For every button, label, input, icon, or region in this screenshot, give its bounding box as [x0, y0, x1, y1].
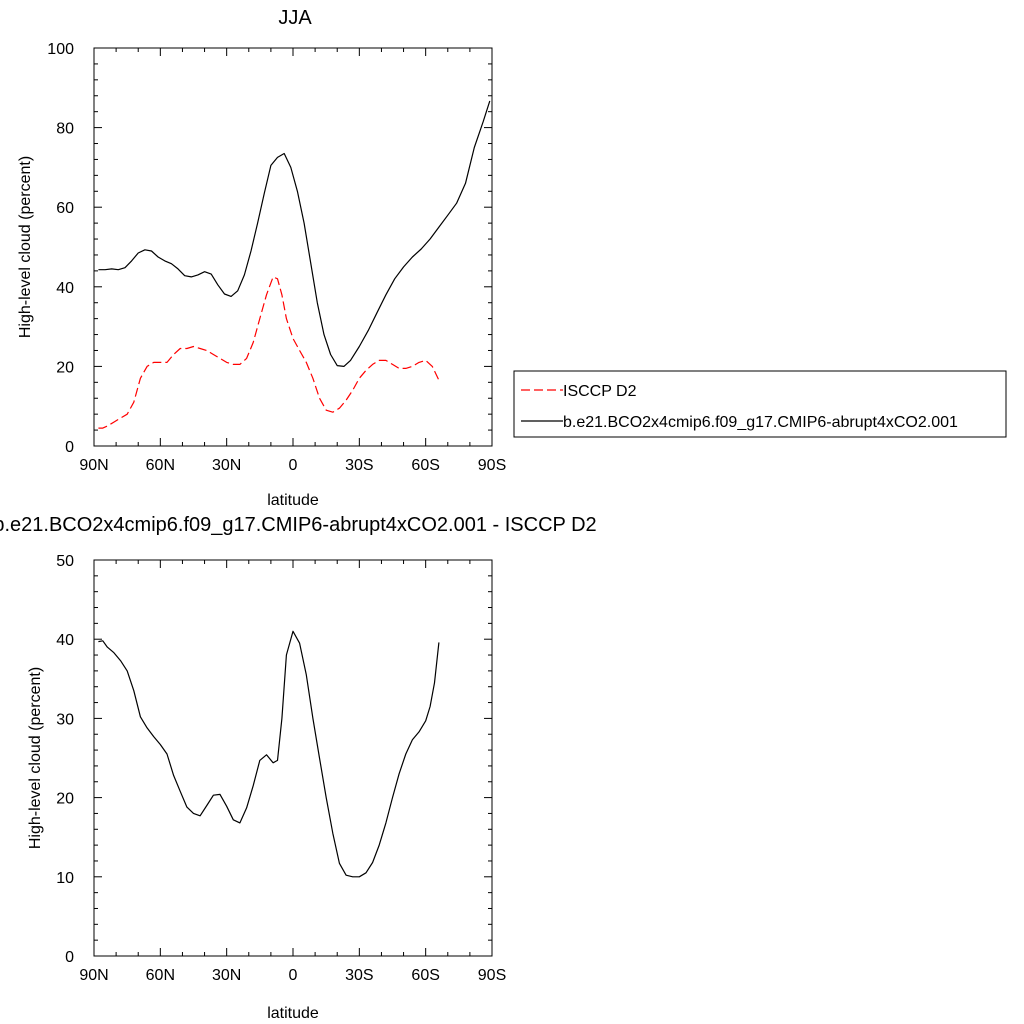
- top-chart-title: JJA: [278, 7, 312, 29]
- top-x-axis-label: latitude: [267, 492, 319, 509]
- bottom-x-axis-label: latitude: [267, 1005, 319, 1022]
- bottom-series-line-0: [98, 630, 440, 878]
- bottom-panel: b.e21.BCO2x4cmip6.f09_g17.CMIP6-abrupt4x…: [0, 514, 597, 1022]
- bottom-y-tick-label: 50: [56, 553, 74, 570]
- bottom-x-tick-label: 30S: [345, 967, 373, 984]
- top-panel: JJA 90N 60N 30N 0 30S 60S 90S 0 20 40 60 80 100 lati…: [17, 7, 506, 509]
- legend-label-model: b.e21.BCO2x4cmip6.f09_g17.CMIP6-abrupt4x…: [563, 414, 958, 431]
- legend-box: [513, 370, 1007, 438]
- bottom-y-tick-label: 0: [65, 949, 74, 966]
- top-y-axis-label: High-level cloud (percent): [17, 156, 34, 338]
- legend-label-isccp: ISCCP D2: [563, 383, 637, 400]
- top-x-tick-label: 90N: [79, 457, 108, 474]
- top-x-tick-label: 90S: [478, 457, 506, 474]
- legend: ISCCP D2 b.e21.BCO2x4cmip6.f09_g17.CMIP6…: [513, 370, 1007, 438]
- bottom-ticks: 90N 60N 30N 0 30S 60S 90S 0 10 20 30 40 50: [56, 553, 506, 984]
- bottom-y-axis-label: High-level cloud (percent): [27, 667, 44, 849]
- bottom-x-tick-label: 30N: [212, 967, 241, 984]
- bottom-x-tick-label: 60S: [411, 967, 439, 984]
- bottom-y-tick-label: 20: [56, 791, 74, 808]
- top-y-tick-label: 100: [47, 41, 74, 58]
- bottom-x-tick-label: 60N: [146, 967, 175, 984]
- bottom-series: [98, 630, 440, 878]
- top-x-tick-label: 30N: [212, 457, 241, 474]
- top-series-line-1: [98, 100, 491, 367]
- top-y-tick-label: 80: [56, 121, 74, 138]
- top-ticks: 90N 60N 30N 0 30S 60S 90S 0 20 40 60 80 100: [47, 41, 506, 474]
- bottom-y-tick-label: 40: [56, 632, 74, 649]
- top-y-tick-label: 20: [56, 359, 74, 376]
- bottom-x-tick-label: 90S: [478, 967, 506, 984]
- top-x-tick-label: 30S: [345, 457, 373, 474]
- top-plot-frame: [93, 47, 493, 447]
- bottom-chart-title: b.e21.BCO2x4cmip6.f09_g17.CMIP6-abrupt4x…: [0, 514, 597, 536]
- bottom-y-tick-label: 10: [56, 870, 74, 887]
- bottom-x-tick-label: 90N: [79, 967, 108, 984]
- top-x-tick-label: 60S: [411, 457, 439, 474]
- top-x-tick-label: 60N: [146, 457, 175, 474]
- bottom-y-tick-label: 30: [56, 711, 74, 728]
- top-y-tick-label: 0: [65, 439, 74, 456]
- top-x-tick-label: 0: [289, 457, 298, 474]
- top-y-tick-label: 60: [56, 200, 74, 217]
- top-series: [98, 100, 491, 429]
- bottom-plot-frame: [93, 559, 493, 957]
- bottom-x-tick-label: 0: [289, 967, 298, 984]
- top-series-line-0: [98, 276, 440, 429]
- top-y-tick-label: 40: [56, 280, 74, 297]
